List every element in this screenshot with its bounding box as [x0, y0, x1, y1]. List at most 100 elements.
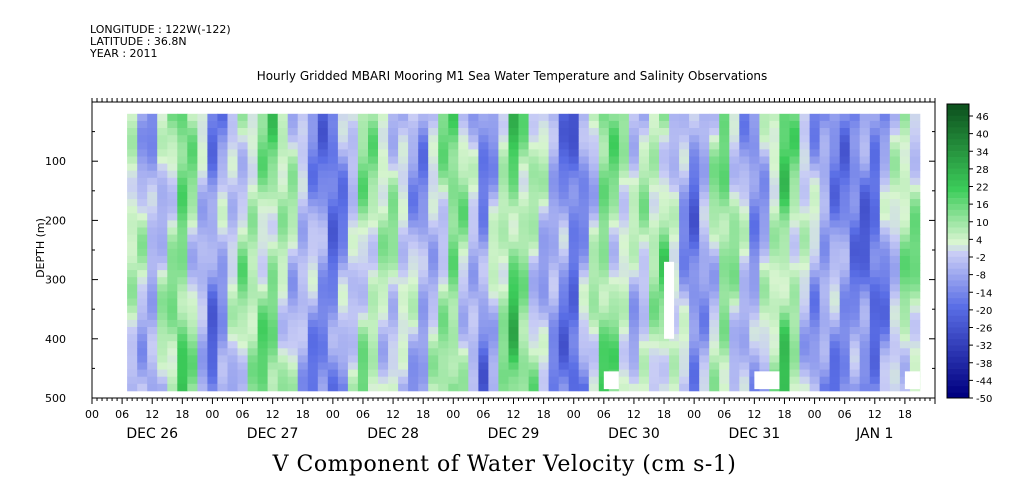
x-day-label: DEC 27: [247, 426, 299, 442]
heatmap-cell: [789, 362, 800, 370]
heatmap-cell: [317, 305, 329, 314]
heatmap-cell: [217, 255, 228, 264]
heatmap-cell: [699, 319, 710, 328]
heatmap-cell: [518, 298, 529, 306]
heatmap-cell: [448, 170, 459, 179]
heatmap-cell: [909, 142, 921, 150]
heatmap-cell: [187, 213, 198, 221]
heatmap-cell: [588, 234, 600, 243]
heatmap-cell: [578, 213, 590, 221]
heatmap-cell: [197, 213, 208, 221]
heatmap-cell: [608, 206, 620, 214]
heatmap-cell: [508, 305, 519, 314]
heatmap-cell: [548, 255, 559, 264]
heatmap-cell: [167, 319, 178, 328]
heatmap-cell: [638, 277, 650, 285]
heatmap-cell: [287, 319, 299, 328]
heatmap-cell: [287, 341, 299, 349]
heatmap-cell: [167, 312, 178, 321]
heatmap-cell: [739, 248, 750, 257]
heatmap-cell: [689, 327, 700, 335]
heatmap-cell: [859, 263, 871, 271]
heatmap-cell: [638, 255, 650, 264]
heatmap-cell: [157, 327, 168, 335]
heatmap-cell: [588, 156, 600, 164]
heatmap-cell: [528, 376, 539, 385]
heatmap-cell: [829, 263, 840, 271]
heatmap-cell: [468, 199, 479, 207]
heatmap-cell: [829, 220, 840, 228]
heatmap-cell: [217, 220, 228, 228]
colorbar-band: [947, 168, 969, 175]
heatmap-cell: [307, 120, 319, 129]
heatmap-cell: [428, 284, 439, 292]
heatmap-cell: [649, 199, 660, 207]
heatmap-plot-area: [127, 113, 921, 392]
heatmap-cell: [859, 206, 871, 214]
heatmap-cell: [909, 348, 921, 356]
heatmap-cell: [759, 284, 770, 292]
heatmap-cell: [508, 177, 519, 186]
heatmap-cell: [508, 120, 519, 129]
heatmap-cell: [388, 192, 399, 200]
heatmap-cell: [398, 241, 409, 250]
heatmap-cell: [418, 192, 429, 200]
heatmap-cell: [709, 192, 720, 200]
heatmap-cell: [588, 241, 600, 250]
heatmap-cell: [628, 135, 640, 143]
heatmap-cell: [508, 170, 519, 179]
heatmap-cell: [879, 383, 891, 392]
heatmap-cell: [669, 177, 680, 186]
heatmap-cell: [157, 142, 168, 150]
heatmap-cell: [378, 128, 389, 136]
heatmap-cell: [538, 383, 549, 392]
heatmap-cell: [909, 184, 921, 193]
heatmap-cell: [378, 170, 389, 179]
heatmap-cell: [789, 312, 800, 321]
colorbar-band: [947, 180, 969, 187]
heatmap-cell: [809, 199, 820, 207]
heatmap-cell: [347, 277, 359, 285]
heatmap-cell: [287, 284, 299, 292]
heatmap-cell: [568, 170, 580, 179]
heatmap-cell: [157, 113, 168, 122]
heatmap-cell: [378, 291, 389, 299]
heatmap-cell: [267, 362, 278, 370]
heatmap-cell: [699, 305, 710, 314]
heatmap-cell: [749, 348, 760, 356]
heatmap-cell: [819, 227, 830, 235]
heatmap-cell: [829, 348, 840, 356]
heatmap-cell: [538, 298, 549, 306]
heatmap-cell: [889, 298, 901, 306]
heatmap-cell: [257, 298, 268, 306]
heatmap-cell: [458, 362, 469, 370]
heatmap-cell: [287, 234, 299, 243]
heatmap-cell: [508, 334, 519, 342]
heatmap-cell: [388, 128, 399, 136]
heatmap-cell: [307, 376, 319, 385]
heatmap-cell: [408, 248, 419, 257]
heatmap-cell: [819, 312, 830, 321]
heatmap-cell: [458, 291, 469, 299]
heatmap-cell: [749, 163, 760, 172]
heatmap-cell: [679, 263, 690, 271]
heatmap-cell: [719, 334, 730, 342]
heatmap-cell: [237, 142, 248, 150]
heatmap-cell: [548, 163, 559, 172]
heatmap-cell: [578, 341, 590, 349]
heatmap-cell: [859, 234, 871, 243]
heatmap-cell: [408, 206, 419, 214]
heatmap-cell: [839, 177, 851, 186]
heatmap-cell: [207, 369, 218, 378]
heatmap-cell: [267, 369, 278, 378]
heatmap-cell: [739, 319, 750, 328]
heatmap-cell: [739, 277, 750, 285]
heatmap-cell: [899, 291, 911, 299]
heatmap-cell: [478, 369, 489, 378]
heatmap-cell: [538, 369, 549, 378]
heatmap-cell: [317, 298, 329, 306]
heatmap-cell: [167, 270, 178, 278]
heatmap-cell: [137, 263, 148, 271]
heatmap-cell: [618, 319, 630, 328]
heatmap-cell: [638, 227, 650, 235]
